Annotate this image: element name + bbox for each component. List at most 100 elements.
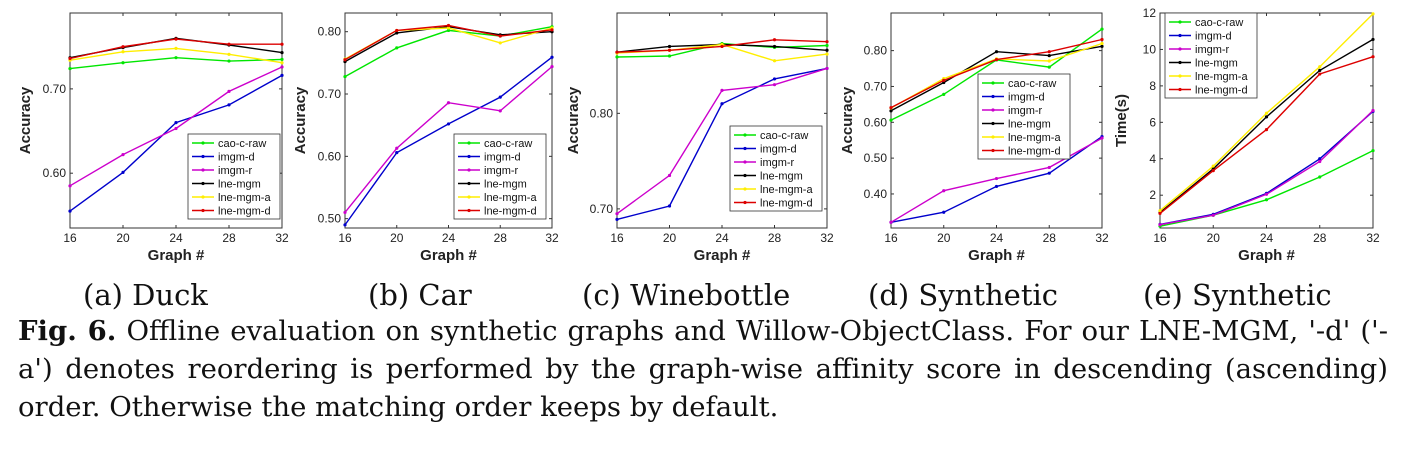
x-tick-label: 24	[169, 231, 183, 245]
data-point-lne-mgm	[1318, 68, 1322, 72]
legend-marker-lne-mgm	[743, 173, 747, 178]
data-point-imgm-d	[772, 77, 777, 81]
legend-marker-lne-mgm-a	[201, 195, 205, 199]
data-point-imgm-r	[994, 176, 999, 181]
x-tick-label: 32	[275, 231, 289, 245]
x-tick-label: 20	[937, 231, 951, 245]
caption-text: Offline evaluation on synthetic graphs a…	[18, 315, 1388, 423]
x-tick-label: 28	[222, 231, 236, 245]
y-tick-label: 4	[1149, 152, 1156, 166]
data-point-lne-mgm	[1264, 115, 1269, 119]
y-tick-label: 0.60	[864, 115, 888, 129]
legend-marker-imgm-r	[467, 168, 471, 172]
legend-label-cao-c-raw: cao-c-raw	[218, 138, 266, 150]
data-point-cao-c-raw	[1100, 27, 1104, 31]
legend-label-lne-mgm-a: lne-mgm-a	[1008, 132, 1061, 144]
x-tick-label: 32	[820, 231, 834, 245]
data-point-imgm-d	[498, 95, 502, 99]
y-axis-label: Time(s)	[1113, 94, 1130, 147]
data-point-lne-mgm-a	[1318, 65, 1322, 69]
data-point-imgm-d	[720, 102, 724, 106]
data-point-lne-mgm-a	[1047, 59, 1051, 63]
legend-marker-lne-mgm-a	[467, 195, 471, 199]
data-point-lne-mgm-d	[1047, 50, 1051, 54]
legend-marker-lne-mgm	[991, 121, 995, 126]
data-point-lne-mgm	[772, 44, 777, 49]
y-tick-label: 0.70	[318, 87, 342, 101]
legend-box	[977, 73, 1071, 160]
x-tick-label: 16	[1153, 231, 1167, 245]
data-point-imgm-d	[227, 103, 231, 107]
legend-label-lne-mgm-d: lne-mgm-d	[1195, 85, 1248, 97]
x-axis-label: Graph #	[968, 247, 1025, 264]
data-point-lne-mgm-a	[121, 50, 125, 54]
y-axis-label: Accuracy	[17, 86, 34, 154]
data-point-lne-mgm-d	[1264, 128, 1269, 132]
data-point-lne-mgm	[1047, 54, 1051, 58]
data-point-lne-mgm-d	[942, 78, 946, 82]
data-point-imgm-d	[1318, 157, 1322, 161]
x-tick-label: 24	[1260, 231, 1274, 245]
legend-marker-lne-mgm-d	[201, 208, 205, 213]
data-point-imgm-d	[1047, 171, 1051, 175]
legend-label-cao-c-raw: cao-c-raw	[1008, 78, 1056, 90]
x-tick-label: 28	[494, 231, 508, 245]
legend-label-lne-mgm: lne-mgm	[218, 179, 261, 191]
data-point-lne-mgm-d	[1100, 37, 1104, 42]
legend-marker-lne-mgm-a	[1178, 74, 1182, 78]
data-point-cao-c-raw	[667, 54, 672, 58]
y-tick-label: 6	[1149, 115, 1156, 129]
chart-panel-1: 16 20 24 28 32 0.60 0.70 Graph # Accuracy cao-c-r…	[17, 12, 289, 264]
data-point-imgm-r	[1211, 213, 1215, 217]
data-point-imgm-d	[174, 121, 178, 125]
data-point-lne-mgm-d	[825, 40, 829, 44]
data-point-lne-mgm-d	[1158, 211, 1162, 216]
data-point-imgm-d	[395, 150, 399, 155]
data-point-lne-mgm-d	[121, 45, 125, 49]
x-tick-label: 16	[63, 231, 77, 245]
x-tick-label: 32	[1095, 231, 1109, 245]
legend-label-lne-mgm-a: lne-mgm-a	[760, 184, 813, 196]
data-point-imgm-d	[343, 223, 347, 227]
data-point-lne-mgm-a	[1371, 12, 1375, 16]
y-tick-label: 0.70	[43, 82, 67, 96]
legend-label-imgm-d: imgm-d	[484, 152, 521, 164]
data-point-lne-mgm-d	[227, 42, 231, 46]
data-point-imgm-r	[772, 83, 777, 87]
legend-marker-cao-c-raw	[201, 141, 205, 145]
data-point-lne-mgm-d	[1371, 55, 1375, 59]
data-point-imgm-r	[1371, 108, 1375, 113]
data-point-lne-mgm	[667, 44, 672, 49]
figure-caption: Fig. 6. Offline evaluation on synthetic …	[18, 312, 1388, 426]
legend-marker-imgm-r	[201, 168, 205, 172]
legend-label-lne-mgm-a: lne-mgm-a	[218, 192, 271, 204]
y-tick-label: 0.60	[318, 149, 342, 163]
y-tick-label: 8	[1149, 79, 1156, 93]
legend-label-lne-mgm-a: lne-mgm-a	[484, 192, 537, 204]
legend-marker-lne-mgm-a	[991, 135, 995, 139]
data-point-cao-c-raw	[1264, 198, 1269, 202]
data-point-lne-mgm-d	[994, 57, 999, 62]
data-point-lne-mgm	[994, 50, 999, 54]
y-tick-label: 0.70	[864, 79, 888, 93]
data-point-cao-c-raw	[942, 92, 946, 96]
data-point-lne-mgm-d	[667, 48, 672, 52]
y-tick-label: 0.80	[318, 25, 342, 39]
x-tick-label: 28	[1043, 231, 1057, 245]
legend-label-lne-mgm: lne-mgm	[760, 171, 803, 183]
data-point-lne-mgm-a	[446, 26, 451, 30]
data-point-lne-mgm-d	[498, 34, 502, 38]
data-point-lne-mgm	[1100, 44, 1104, 48]
data-point-lne-mgm-a	[772, 59, 777, 63]
data-point-imgm-r	[889, 220, 893, 224]
data-point-imgm-r	[1047, 165, 1051, 170]
data-point-imgm-r	[395, 146, 399, 150]
data-point-imgm-d	[121, 170, 125, 174]
legend-marker-cao-c-raw	[467, 141, 471, 145]
x-tick-label: 32	[545, 231, 559, 245]
data-point-imgm-r	[667, 173, 672, 178]
legend-marker-cao-c-raw	[743, 133, 747, 137]
data-point-imgm-d	[615, 217, 619, 221]
legend-marker-lne-mgm	[201, 181, 205, 186]
